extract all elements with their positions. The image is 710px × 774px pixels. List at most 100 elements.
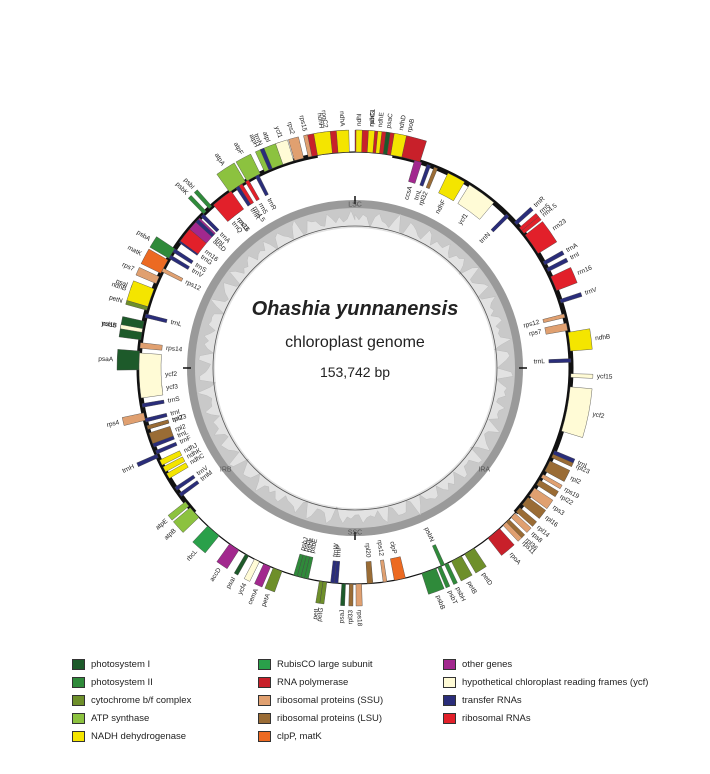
- gene-rpl32: [425, 166, 438, 190]
- gene-label: trnL: [534, 358, 546, 365]
- gene-label: trnP: [335, 545, 343, 557]
- gene-label: rps15: [298, 115, 308, 133]
- gene-rps2: [288, 136, 304, 161]
- gene-ndhI: [355, 129, 363, 153]
- gene-label: ycf15: [597, 373, 613, 381]
- gene-label: rpoC1: [369, 108, 377, 127]
- gene-label: ndhB: [111, 281, 128, 293]
- inner-border: [212, 225, 498, 511]
- gene-label: rpoA: [508, 551, 523, 567]
- gene-atpE: [167, 501, 190, 521]
- gene-rpl22: [536, 479, 559, 498]
- gene-trnI: [546, 257, 569, 272]
- gene-label: ycf2: [165, 371, 178, 378]
- gene-petD: [464, 547, 487, 574]
- gene-ycf1: [275, 139, 294, 165]
- gene-label: clpP: [388, 541, 397, 555]
- region-label-irb: IRB: [220, 466, 232, 473]
- gene-label: trnI: [170, 408, 181, 417]
- gene-trnM: [178, 480, 200, 497]
- gene-psbE: [304, 556, 314, 580]
- gene-trnA: [200, 213, 220, 233]
- gene-label: trnR: [265, 197, 277, 211]
- gene-label: rps7: [121, 261, 136, 273]
- gene-rrn5: [518, 213, 539, 231]
- gene-ndhK: [162, 456, 186, 473]
- gene-label: ycf1: [457, 212, 470, 226]
- gene-label: atpA: [213, 152, 227, 168]
- gene-ycf15: [120, 324, 143, 333]
- gene-label: trnT: [171, 414, 184, 424]
- gene-label: ycf3: [166, 383, 179, 391]
- gene-matK: [140, 248, 169, 274]
- gene-rrn16: [550, 267, 578, 291]
- gene-label: psaC: [385, 113, 394, 129]
- gene-label: ycf1: [273, 125, 283, 139]
- gene-rrn23: [213, 190, 245, 222]
- gene-psaC: [382, 131, 391, 155]
- gene-psbJ: [293, 553, 304, 577]
- gene-label: petL: [312, 606, 321, 620]
- gene-label: rps3: [551, 504, 566, 517]
- gene-rps14: [139, 342, 163, 351]
- gene-label: ycf2: [592, 411, 605, 420]
- gene-ycf2: [561, 386, 593, 438]
- gene-label: rrn16: [576, 264, 593, 277]
- gene-label: trnI: [569, 251, 581, 262]
- gene-atpB: [173, 507, 200, 533]
- gene-label: ndhH: [315, 113, 324, 130]
- gene-trnW: [330, 560, 337, 584]
- gene-label: ndhD: [398, 114, 408, 131]
- gene-trnL: [144, 313, 168, 323]
- gene-trnP: [334, 560, 340, 584]
- gene-trnV: [168, 254, 190, 270]
- gene-label: psbA: [135, 229, 152, 243]
- gene-label: rps12: [375, 540, 384, 557]
- gene-psaA: [116, 349, 140, 371]
- gene-label: rpoC2: [320, 110, 329, 129]
- gene-trnR: [513, 206, 534, 226]
- gene-ndhG: [367, 130, 375, 153]
- gene-psbI: [193, 189, 213, 210]
- gene-label: rpl16: [543, 514, 559, 529]
- gene-psbN: [432, 544, 445, 567]
- gene-petB: [451, 555, 473, 582]
- gene-rps4: [121, 412, 146, 426]
- gene-label: psbJ: [299, 537, 310, 552]
- gene-label: petD: [480, 571, 493, 587]
- gene-label: ndhB: [595, 333, 611, 342]
- gene-ycf4: [243, 558, 260, 582]
- gene-trnL: [419, 164, 431, 187]
- gene-rpl2: [148, 426, 174, 444]
- gene-label: ndhF: [434, 199, 447, 215]
- gene-label: psaB: [101, 320, 117, 329]
- gene-ndhB: [126, 280, 155, 307]
- gene-label: trnI: [214, 236, 226, 248]
- gene-rrn4-5: [521, 216, 542, 234]
- gene-ndhE: [375, 130, 383, 154]
- gene-label: psbL: [303, 537, 314, 553]
- gene-label: rps18: [356, 610, 363, 627]
- gene-label: psaA: [98, 356, 114, 364]
- gene-label: psbE: [309, 537, 319, 554]
- gene-psbL: [297, 554, 307, 578]
- gene-ndhA: [336, 129, 350, 153]
- gene-label: atpI: [261, 131, 271, 144]
- gene-trnS: [172, 248, 194, 265]
- gene-ycf2: [138, 352, 164, 399]
- gene-trnN: [490, 213, 510, 233]
- gene-label: petB: [465, 580, 477, 595]
- ring-layer: [136, 151, 574, 585]
- gene-rrn23: [524, 221, 558, 254]
- gene-psaI: [233, 553, 249, 576]
- center-disc: [215, 228, 495, 508]
- gene-label: trnL: [170, 319, 183, 329]
- gene-label: rps12: [184, 279, 202, 293]
- gene-rpl2: [544, 460, 571, 482]
- gene-label: ndhI: [356, 113, 363, 126]
- gene-label: rpl33: [347, 610, 354, 625]
- gene-petG: [319, 581, 328, 605]
- gene-label: trnI: [576, 460, 588, 470]
- gene-petA: [264, 567, 283, 593]
- gene-label: petG: [316, 607, 325, 622]
